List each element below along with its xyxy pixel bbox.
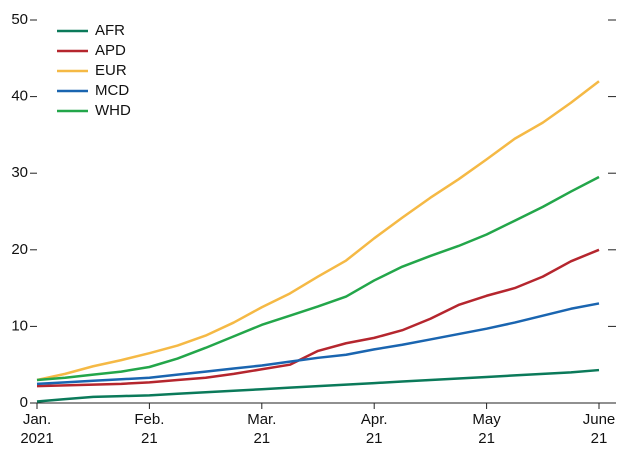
x-tick-label: Mar. 21 — [247, 411, 277, 447]
legend-label: APD — [95, 42, 126, 59]
y-tick-label: 20 — [11, 241, 28, 258]
series-line — [36, 175, 600, 382]
y-tick-label: 50 — [11, 11, 28, 28]
x-tick-label: Apr. 21 — [360, 411, 388, 447]
x-tick-label: June 21 — [582, 411, 616, 447]
legend-label: EUR — [95, 62, 127, 79]
legend-label: MCD — [95, 82, 129, 99]
y-tick-label: 10 — [11, 317, 28, 334]
y-tick-label: 40 — [11, 88, 28, 105]
x-tick-label: Jan. 2021 — [20, 411, 54, 447]
x-tick-label: May 21 — [472, 411, 501, 447]
series-line — [36, 368, 600, 403]
y-tick-label: 0 — [20, 394, 28, 411]
x-tick-label: Feb. 21 — [134, 411, 165, 447]
legend-label: AFR — [95, 22, 125, 39]
y-tick-label: 30 — [11, 164, 28, 181]
series-line — [36, 80, 600, 382]
series-line — [36, 248, 600, 388]
series-line — [36, 302, 600, 386]
legend-label: WHD — [95, 102, 131, 119]
